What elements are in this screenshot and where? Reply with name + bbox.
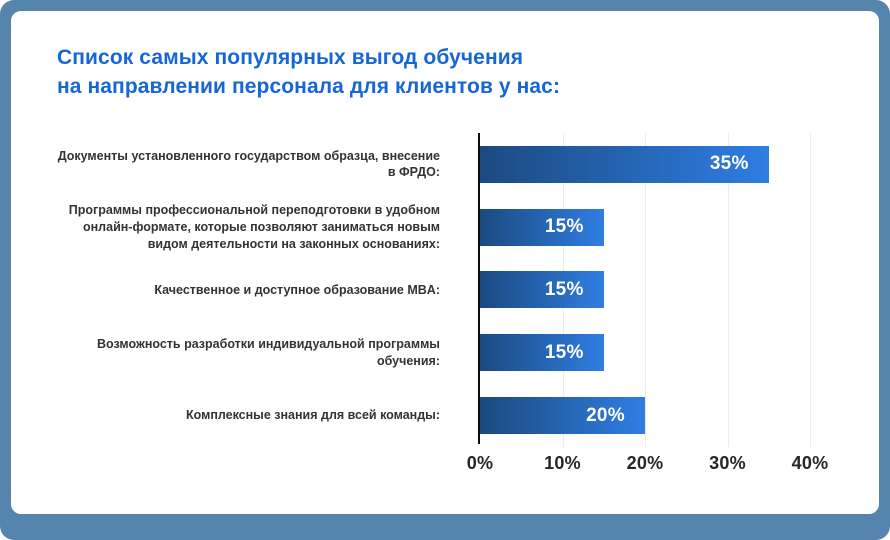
- bar: 15%: [480, 334, 604, 372]
- bar-row: Комплексные знания для всей команды: 20%: [57, 384, 857, 447]
- bar-rows: Документы установленного государством об…: [57, 133, 857, 447]
- bar-row: Качественное и доступное образование MBA…: [57, 259, 857, 322]
- category-label: Качественное и доступное образование MBA…: [154, 282, 440, 297]
- x-tick-label: 0%: [466, 453, 494, 473]
- gridline-40pct: [810, 133, 811, 447]
- x-tick-label: 40%: [791, 453, 829, 473]
- category-label: Программы профессиональной переподготовк…: [68, 203, 440, 251]
- bar-value-label: 15%: [544, 341, 584, 363]
- category-label: Возможность разработки индивидуальной пр…: [97, 337, 440, 368]
- x-axis-ticks: 0% 10% 20% 30% 40%: [467, 453, 828, 479]
- bar-track: 15%: [480, 271, 810, 309]
- page-title: Список самых популярных выгод обучения н…: [57, 43, 560, 101]
- category-label: Документы установленного государством об…: [57, 148, 440, 180]
- chart-card: Список самых популярных выгод обучения н…: [11, 11, 879, 514]
- gridline-30pct: [727, 133, 729, 447]
- category-label: Комплексные знания для всей команды:: [185, 408, 440, 423]
- bar-track: 35%: [480, 145, 810, 183]
- bar-value-label: 15%: [544, 278, 584, 300]
- bar-value-label: 15%: [544, 216, 584, 238]
- x-tick-label: 20%: [626, 453, 664, 473]
- y-axis-line: [478, 133, 480, 444]
- x-tick-label: 30%: [709, 453, 746, 473]
- bar: 15%: [480, 271, 604, 309]
- bar-row: Программы профессиональной переподготовк…: [57, 196, 857, 259]
- bar-track: 15%: [480, 334, 810, 372]
- gridline-20pct: [645, 133, 646, 447]
- x-tick-label: 10%: [544, 453, 581, 473]
- bar-value-label: 35%: [709, 153, 749, 175]
- bar: 35%: [480, 145, 769, 183]
- page-title-line2: на направлении персонала для клиентов у …: [57, 75, 561, 98]
- bar-row: Документы установленного государством об…: [57, 133, 857, 196]
- bar: 15%: [480, 208, 604, 246]
- bar-track: 15%: [480, 208, 810, 246]
- bar: 20%: [480, 397, 645, 435]
- bar-row: Возможность разработки индивидуальной пр…: [57, 321, 857, 384]
- bar-value-label: 20%: [586, 404, 625, 426]
- bar-track: 20%: [480, 397, 810, 435]
- bar-chart: Документы установленного государством об…: [57, 133, 857, 478]
- page-title-line1: Список самых популярных выгод обучения: [57, 46, 524, 69]
